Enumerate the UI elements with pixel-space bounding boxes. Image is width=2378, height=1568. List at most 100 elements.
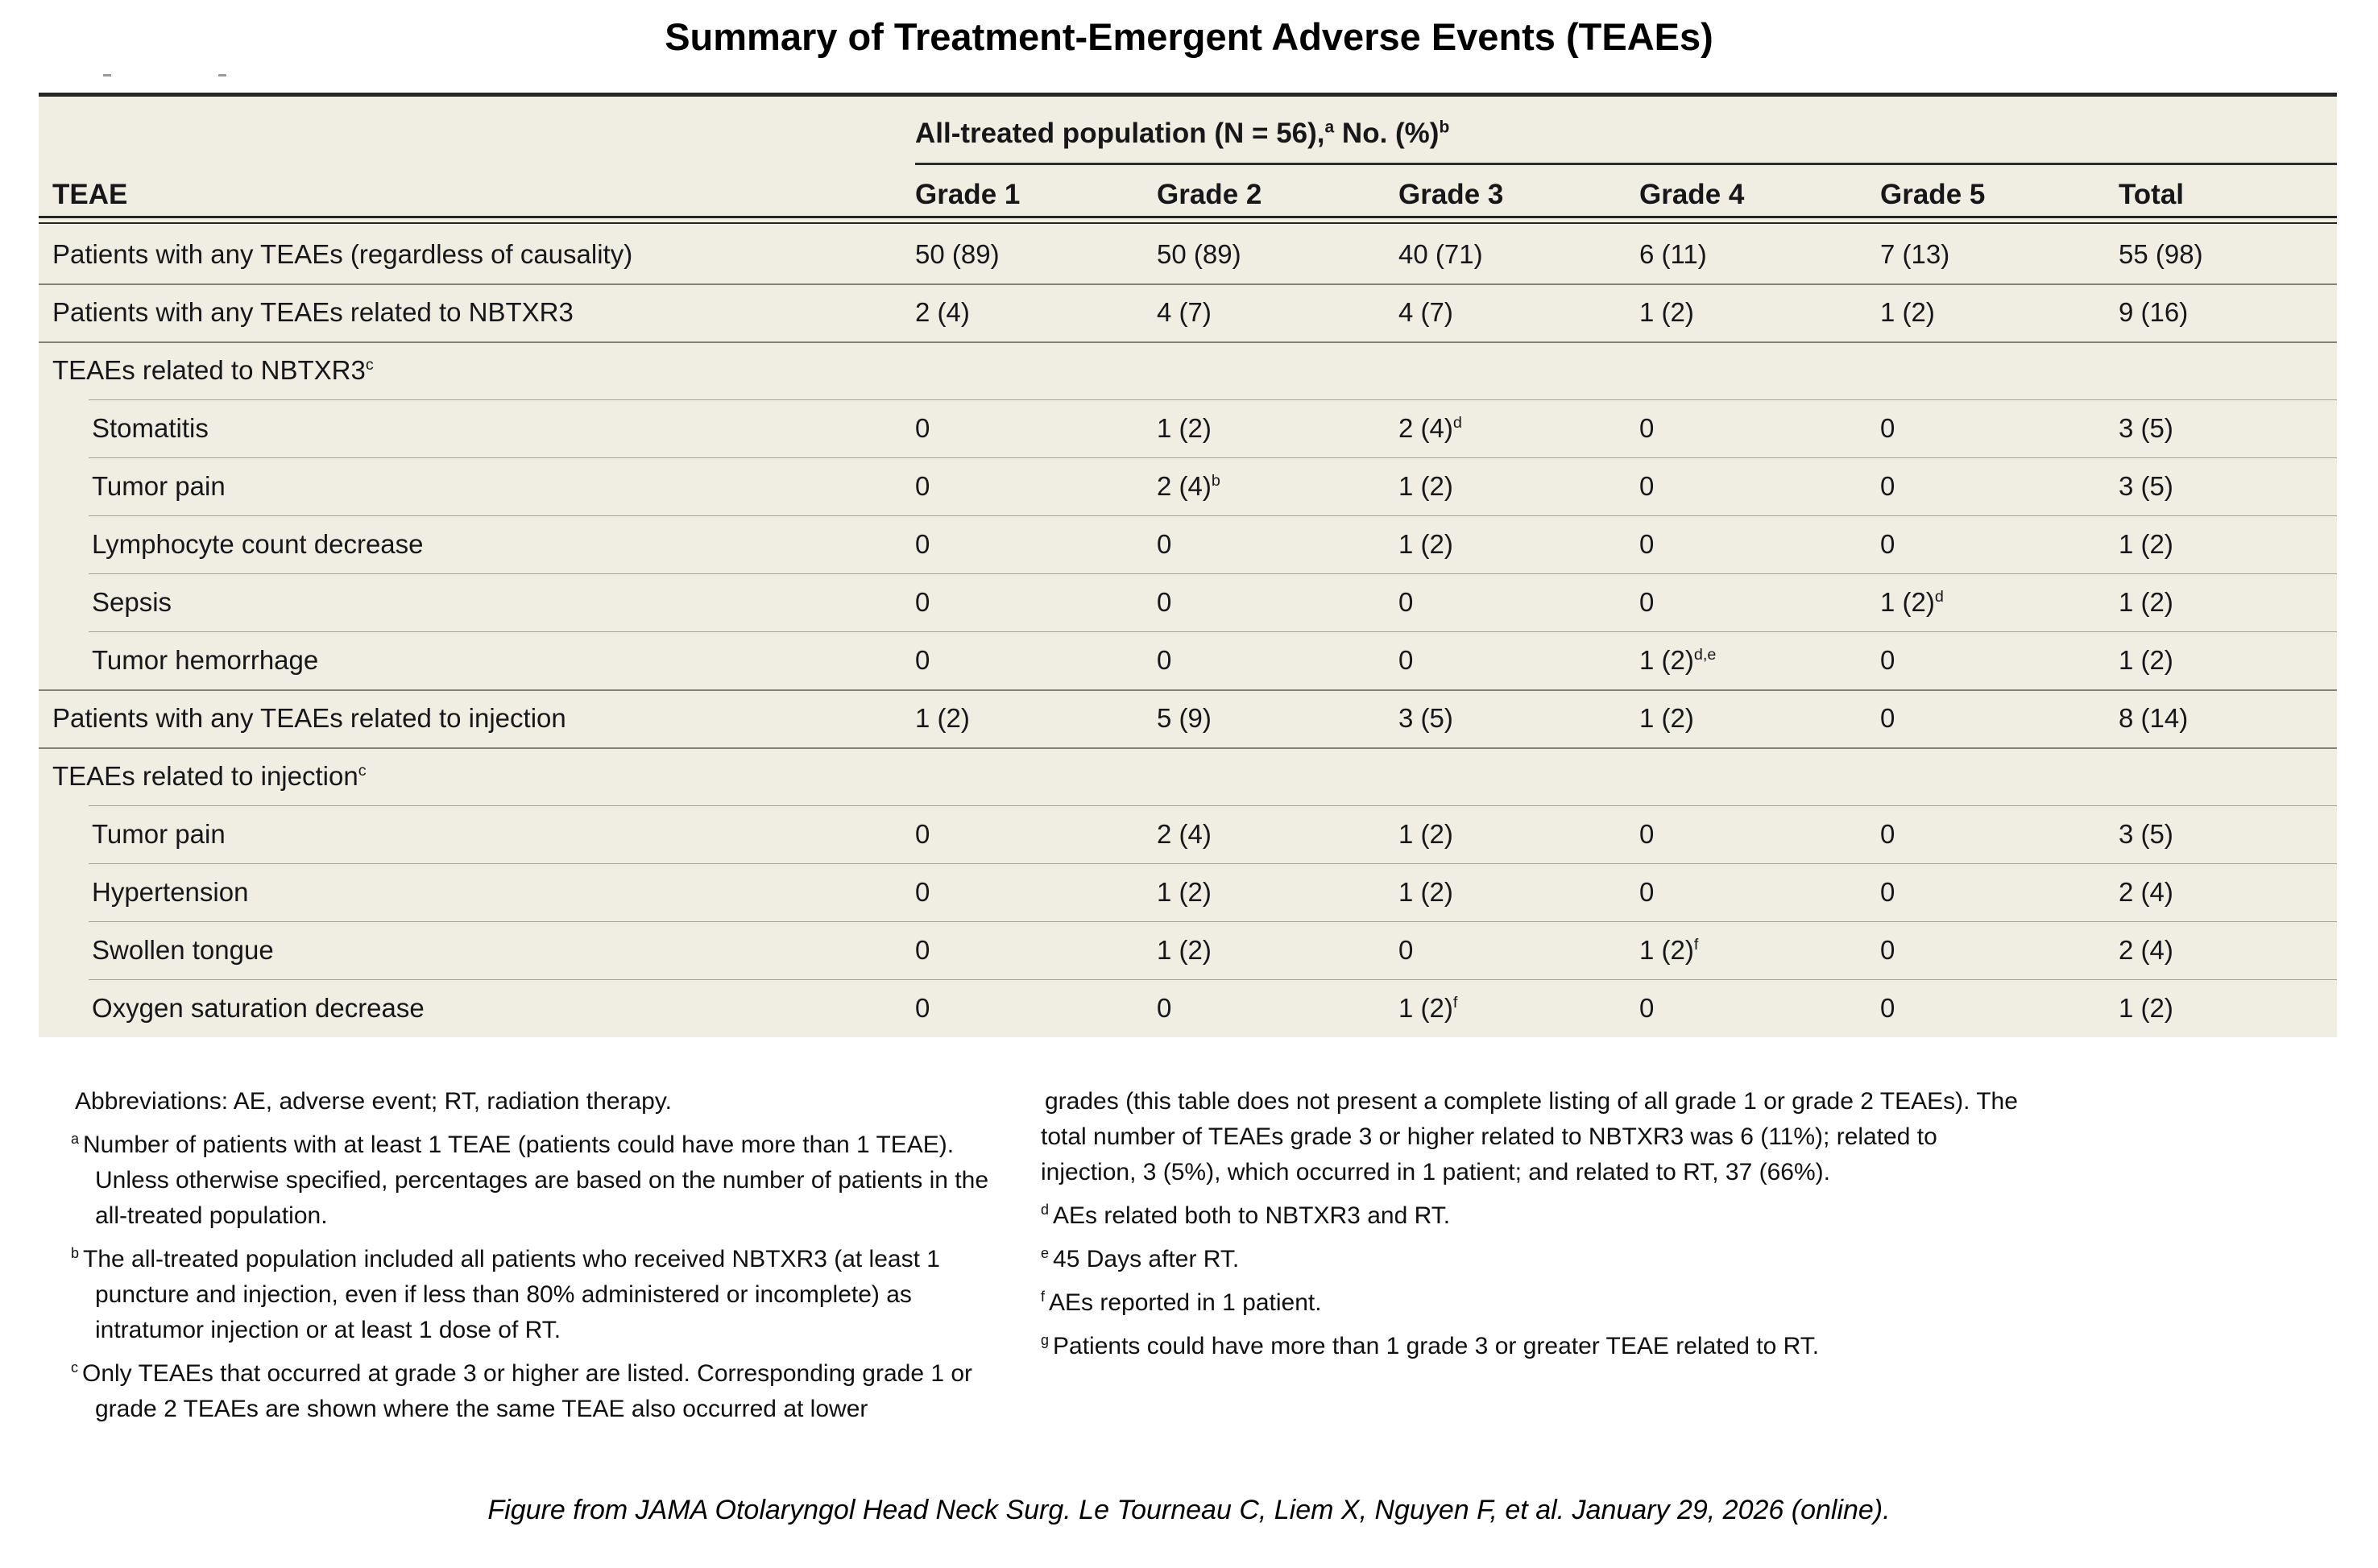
row-label: TEAEs related to NBTXR3c (52, 355, 374, 385)
footnote: b The all-treated population included all… (71, 1242, 1025, 1348)
row-label: Patients with any TEAEs related to injec… (52, 703, 566, 733)
table-row: Lymphocyte count decrease 0 0 1 (2) 0 0 … (39, 515, 2337, 573)
cell-total: 1 (2) (2119, 587, 2173, 617)
cell-grade-2: 2 (4)b (1157, 471, 1220, 501)
cell-grade-4: 1 (2)f (1639, 935, 1699, 965)
row-separator (89, 863, 2337, 864)
footnote-text: grades (this table does not present a co… (1041, 1088, 2018, 1185)
row-label: TEAEs related to injectionc (52, 761, 367, 791)
footnote: d AEs related both to NBTXR3 and RT. (1041, 1198, 2020, 1234)
cell-total: 2 (4) (2119, 935, 2173, 965)
crop-artifact (218, 74, 226, 77)
cell-total: 1 (2) (2119, 645, 2173, 675)
col-header-teae: TEAE (52, 179, 128, 210)
footnote-text: Only TEAEs that occurred at grade 3 or h… (82, 1360, 973, 1422)
cell-grade-1: 0 (915, 935, 930, 965)
table-body: Patients with any TEAEs (regardless of c… (39, 225, 2337, 1037)
row-separator (89, 573, 2337, 574)
source-caption: Figure from JAMA Otolaryngol Head Neck S… (487, 1495, 1891, 1525)
cell-grade-1: 0 (915, 587, 930, 617)
cell-grade-1: 1 (2) (915, 703, 970, 733)
footnote-text: AEs related both to NBTXR3 and RT. (1053, 1202, 1451, 1229)
cell-grade-3: 1 (2) (1398, 877, 1453, 907)
figure-title: Summary of Treatment-Emergent Adverse Ev… (665, 15, 1713, 58)
cell-grade-2: 1 (2) (1157, 935, 1212, 965)
cell-grade-5: 7 (13) (1880, 239, 1950, 269)
header-rule (39, 216, 2337, 224)
footnote: g Patients could have more than 1 grade 3… (1041, 1329, 2020, 1364)
cell-grade-2: 4 (7) (1157, 297, 1212, 327)
cell-grade-3: 1 (2) (1398, 529, 1453, 559)
cell-grade-1: 0 (915, 471, 930, 501)
cell-grade-5: 0 (1880, 413, 1895, 443)
cell-grade-1: 0 (915, 645, 930, 675)
footnotes-right-column: grades (this table does not present a co… (1041, 1084, 2020, 1372)
table-row: Patients with any TEAEs related to injec… (39, 689, 2337, 747)
population-header: All-treated population (N = 56),a No. (%… (915, 118, 1450, 149)
cell-grade-3: 4 (7) (1398, 297, 1453, 327)
table-row: Swollen tongue 0 1 (2) 0 1 (2)f 0 2 (4) (39, 921, 2337, 979)
cell-grade-3: 0 (1398, 645, 1414, 675)
cell-grade-1: 0 (915, 529, 930, 559)
cell-grade-4: 0 (1639, 529, 1655, 559)
row-separator (89, 805, 2337, 806)
row-label: Sepsis (92, 587, 172, 617)
cell-grade-3: 0 (1398, 587, 1414, 617)
cell-grade-4: 0 (1639, 877, 1655, 907)
cell-total: 3 (5) (2119, 413, 2173, 443)
cell-grade-3: 1 (2)f (1398, 993, 1458, 1023)
col-header-total: Total (2119, 179, 2185, 210)
footnote-marker: g (1041, 1332, 1050, 1348)
cell-grade-2: 0 (1157, 645, 1172, 675)
cell-grade-4: 0 (1639, 587, 1655, 617)
row-label: Tumor pain (92, 471, 226, 501)
cell-grade-5: 0 (1880, 877, 1895, 907)
col-header-grade-2: Grade 2 (1157, 179, 1262, 210)
cell-total: 55 (98) (2119, 239, 2203, 269)
cell-grade-4: 0 (1639, 471, 1655, 501)
cell-grade-2: 0 (1157, 529, 1172, 559)
cell-grade-4: 0 (1639, 413, 1655, 443)
table-row: Oxygen saturation decrease 0 0 1 (2)f 0 … (39, 979, 2337, 1037)
cell-total: 9 (16) (2119, 297, 2189, 327)
footnotes-left-column: Abbreviations: AE, adverse event; RT, ra… (71, 1084, 1025, 1435)
row-label: Stomatitis (92, 413, 209, 443)
table-row: Stomatitis 0 1 (2) 2 (4)d 0 0 3 (5) (39, 399, 2337, 457)
cell-grade-3: 40 (71) (1398, 239, 1483, 269)
cell-grade-2: 2 (4) (1157, 819, 1212, 849)
cell-grade-4: 1 (2)d,e (1639, 645, 1717, 675)
footnote-text: Abbreviations: AE, adverse event; RT, ra… (75, 1088, 672, 1115)
cell-grade-4: 1 (2) (1639, 703, 1694, 733)
cell-grade-1: 2 (4) (915, 297, 970, 327)
population-header-rule (915, 163, 2337, 165)
cell-total: 2 (4) (2119, 877, 2173, 907)
table-row: Tumor pain 0 2 (4) 1 (2) 0 0 3 (5) (39, 805, 2337, 863)
footnote-marker: e (1041, 1245, 1050, 1261)
row-label: Patients with any TEAEs (regardless of c… (52, 239, 633, 269)
row-separator (89, 631, 2337, 632)
table-row: Patients with any TEAEs (regardless of c… (39, 225, 2337, 283)
row-label: Oxygen saturation decrease (92, 993, 425, 1023)
cell-total: 8 (14) (2119, 703, 2189, 733)
cell-grade-5: 0 (1880, 703, 1895, 733)
cell-grade-5: 0 (1880, 993, 1895, 1023)
cell-grade-1: 0 (915, 819, 930, 849)
row-separator (89, 921, 2337, 922)
cell-grade-3: 2 (4)d (1398, 413, 1462, 443)
cell-grade-1: 0 (915, 993, 930, 1023)
cell-grade-3: 1 (2) (1398, 471, 1453, 501)
footnote-marker: b (71, 1245, 80, 1261)
row-separator (39, 341, 2337, 343)
cell-grade-5: 1 (2)d (1880, 587, 1944, 617)
col-header-grade-5: Grade 5 (1880, 179, 1986, 210)
footnote: grades (this table does not present a co… (1041, 1084, 2020, 1190)
footnote-marker: c (71, 1359, 78, 1376)
cell-grade-5: 1 (2) (1880, 297, 1935, 327)
footnote: Abbreviations: AE, adverse event; RT, ra… (71, 1084, 1025, 1119)
cell-grade-1: 0 (915, 413, 930, 443)
row-label: Tumor hemorrhage (92, 645, 319, 675)
row-separator (39, 747, 2337, 749)
cell-total: 1 (2) (2119, 993, 2173, 1023)
row-label: Tumor pain (92, 819, 226, 849)
footnote-text: Patients could have more than 1 grade 3 … (1053, 1333, 1820, 1359)
